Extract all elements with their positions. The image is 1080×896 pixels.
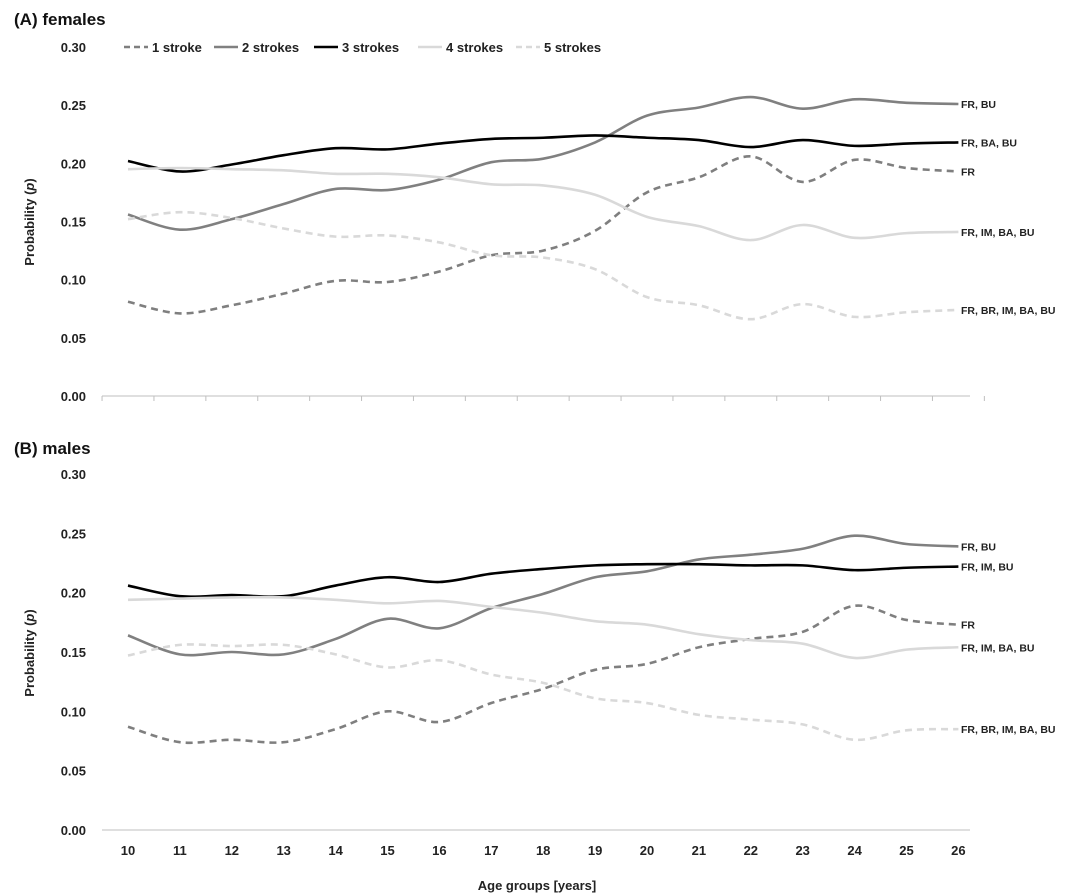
legend-label: 1 stroke: [152, 40, 202, 55]
panel-males: (B) males 0.00 0.05 0.10 0.15 0.20 0.25 0.30 Pro…: [14, 439, 1056, 893]
series-annotation: FR, BU: [961, 99, 996, 111]
y-tick-label: 0.10: [61, 273, 86, 288]
x-tick-label: 21: [692, 843, 706, 858]
panel-title: (A) females: [14, 10, 106, 29]
series-line-3: [127, 562, 959, 599]
series-annotation: FR, BA, BU: [961, 137, 1017, 149]
x-tick-label: 25: [899, 843, 913, 858]
series-line-4: [127, 166, 959, 242]
x-tick-label: 24: [847, 843, 862, 858]
legend-label: 4 strokes: [446, 40, 503, 55]
series-line-2: [127, 534, 959, 657]
series-annotation: FR, BU: [961, 541, 996, 553]
x-axis-title: Age groups [years]: [478, 878, 596, 893]
x-tick-label: 26: [951, 843, 965, 858]
y-tick-label: 0.25: [61, 98, 86, 113]
series-line-3: [127, 134, 959, 173]
y-tick-label: 0.15: [61, 215, 86, 230]
y-tick-label: 0.00: [61, 389, 86, 404]
y-tick-label: 0.30: [61, 40, 86, 55]
panel-title: (B) males: [14, 439, 91, 458]
y-tick-label: 0.20: [61, 156, 86, 171]
y-tick-label: 0.05: [61, 331, 86, 346]
x-tick-label: 10: [121, 843, 135, 858]
legend: 1 stroke 2 strokes 3 strokes 4 strokes 5 str…: [124, 40, 601, 55]
y-tick-label: 0.10: [61, 704, 86, 719]
panel-females: (A) females 0.00 0.05 0.10 0.15 0.20 0.25 0.30 P…: [14, 10, 1056, 404]
y-tick-label: 0.15: [61, 645, 86, 660]
legend-label: 5 strokes: [544, 40, 601, 55]
x-tick-label: 11: [173, 843, 187, 858]
series-line-5: [127, 210, 959, 321]
series-line-5: [127, 643, 959, 742]
x-tick-label: 18: [536, 843, 550, 858]
x-tick-label: 19: [588, 843, 602, 858]
x-tick-label: 17: [484, 843, 498, 858]
series-annotation: FR, IM, BU: [961, 562, 1014, 574]
x-tick-label: 22: [744, 843, 758, 858]
series-annotation: FR, BR, IM, BA, BU: [961, 305, 1056, 317]
x-tick-label: 14: [328, 843, 343, 858]
y-axis-title: Probability (p): [22, 609, 37, 696]
x-tick-label: 13: [276, 843, 290, 858]
x-tick-label: 12: [225, 843, 239, 858]
y-axis-title: Probability (p): [22, 178, 37, 265]
y-tick-label: 0.20: [61, 586, 86, 601]
series-line-4: [127, 595, 959, 660]
series-annotation: FR: [961, 620, 975, 632]
series-line-1: [127, 155, 959, 315]
y-tick-label: 0.25: [61, 526, 86, 541]
y-tick-label: 0.30: [61, 467, 86, 482]
series-annotation: FR, BR, IM, BA, BU: [961, 724, 1056, 736]
series-annotation: FR, IM, BA, BU: [961, 642, 1035, 654]
series-line-2: [127, 95, 959, 231]
y-tick-label: 0.05: [61, 764, 86, 779]
y-tick-label: 0.00: [61, 823, 86, 838]
series-line-1: [127, 604, 959, 745]
x-tick-label: 20: [640, 843, 654, 858]
x-tick-label: 16: [432, 843, 446, 858]
legend-label: 2 strokes: [242, 40, 299, 55]
legend-label: 3 strokes: [342, 40, 399, 55]
series-annotation: FR: [961, 166, 975, 178]
x-tick-label: 15: [380, 843, 394, 858]
series-annotation: FR, IM, BA, BU: [961, 227, 1035, 239]
x-tick-label: 23: [795, 843, 809, 858]
